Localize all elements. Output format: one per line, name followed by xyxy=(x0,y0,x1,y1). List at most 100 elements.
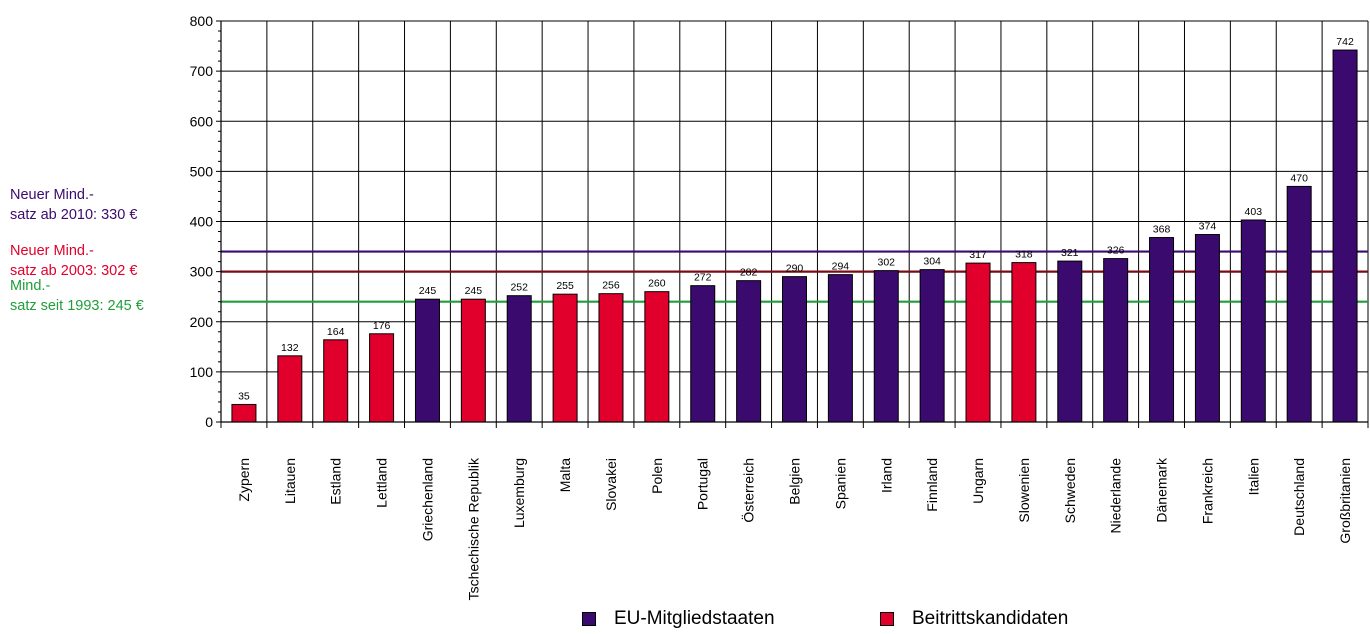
bar-value-label: 176 xyxy=(373,320,391,332)
bar-14 xyxy=(873,270,899,423)
bar-16 xyxy=(965,262,991,423)
bar-0 xyxy=(231,403,257,423)
x-tick-label: Belgien xyxy=(787,458,803,505)
bar-value-label: 260 xyxy=(648,278,666,290)
x-tick-label: Italien xyxy=(1245,458,1261,495)
bar-value-label: 470 xyxy=(1290,172,1308,184)
bar-17 xyxy=(1011,262,1037,423)
x-tick-labels: Zypern Litauen Estland Lettland Griechenland… xyxy=(236,457,1353,600)
bar-18 xyxy=(1057,260,1083,423)
annotation-2003-line2: satz ab 2003: 302 € xyxy=(10,263,138,279)
bar-value-label: 321 xyxy=(1061,247,1079,259)
legend-member-label: EU-Mitgliedstaaten xyxy=(614,608,775,629)
bar-13 xyxy=(827,274,853,423)
y-tick-label: 800 xyxy=(190,13,214,29)
x-tick-label: Niederlande xyxy=(1108,458,1124,534)
legend-member: EU-Mitgliedstaaten xyxy=(582,608,775,630)
y-tick-label: 300 xyxy=(190,264,214,280)
x-tick-label: Zypern xyxy=(236,458,252,502)
axes: 0 100 200 300 400 500 600 700 800 xyxy=(190,13,1369,430)
annotation-1993-line2: satz seit 1993: 245 € xyxy=(10,298,144,314)
x-tick-label: Finnland xyxy=(924,458,940,512)
bar-value-label: 294 xyxy=(832,261,850,273)
bar-value-label: 164 xyxy=(327,326,345,338)
x-tick-label: Irland xyxy=(878,458,894,493)
x-tick-label: Frankreich xyxy=(1199,458,1215,524)
y-tick-label: 400 xyxy=(190,214,214,230)
annotation-2010-line2: satz ab 2010: 330 € xyxy=(10,207,138,223)
bar-value-label: 368 xyxy=(1153,224,1171,236)
x-tick-label: Luxemburg xyxy=(511,458,527,528)
x-tick-label: Litauen xyxy=(282,458,298,504)
bar-value-label: 326 xyxy=(1107,245,1125,257)
annotation-1993: Mind.- satz seit 1993: 245 € xyxy=(10,276,144,316)
bar-19 xyxy=(1103,258,1129,423)
bar-15 xyxy=(919,269,945,423)
bar-21 xyxy=(1194,234,1220,423)
bar-2 xyxy=(323,339,349,423)
x-tick-label: Großbritanien xyxy=(1337,458,1353,544)
bar-12 xyxy=(782,276,807,423)
bar-3 xyxy=(369,333,395,423)
legend-candidate: Beitrittskandidaten xyxy=(880,608,1068,630)
legend-candidate-swatch xyxy=(880,612,894,626)
x-tick-label: Österreich xyxy=(740,458,757,523)
bar-5 xyxy=(460,298,486,423)
bar-value-label: 304 xyxy=(923,256,941,268)
bar-value-label: 272 xyxy=(694,272,712,284)
bar-23 xyxy=(1286,185,1312,423)
bar-9 xyxy=(644,291,670,423)
x-tick-label: Ungarn xyxy=(970,458,986,504)
x-tick-label: Slowenien xyxy=(1016,458,1032,523)
x-tick-label: Dänemark xyxy=(1154,457,1170,523)
x-tick-label: Tschechische Republik xyxy=(465,457,481,600)
x-tick-label: Malta xyxy=(557,458,573,492)
annotation-2003: Neuer Mind.- satz ab 2003: 302 € xyxy=(10,241,137,281)
bar-6 xyxy=(506,295,532,423)
y-tick-label: 600 xyxy=(190,113,214,129)
x-tick-label: Spanien xyxy=(832,458,848,509)
bar-20 xyxy=(1149,237,1175,423)
bar-value-label: 403 xyxy=(1245,206,1263,218)
bar-value-label: 282 xyxy=(740,267,758,279)
y-tick-label: 0 xyxy=(205,414,213,430)
bar-11 xyxy=(736,280,762,423)
bars xyxy=(231,49,1358,423)
bar-value-label: 290 xyxy=(786,263,804,275)
bar-1 xyxy=(277,355,303,423)
legend-member-swatch xyxy=(582,612,596,626)
x-tick-label: Estland xyxy=(328,458,344,505)
legend-candidate-label: Beitrittskandidaten xyxy=(912,608,1069,629)
x-tick-label: Slovakei xyxy=(603,458,619,511)
bar-value-label: 255 xyxy=(556,280,574,292)
bar-4 xyxy=(414,298,440,423)
x-tick-label: Griechenland xyxy=(419,458,435,541)
bar-value-label: 742 xyxy=(1336,36,1354,48)
bar-value-label: 318 xyxy=(1015,249,1033,261)
bar-value-label: 374 xyxy=(1199,221,1217,233)
bar-value-label: 35 xyxy=(238,390,250,402)
bar-22 xyxy=(1240,219,1266,423)
bar-value-label: 256 xyxy=(602,280,620,292)
x-tick-label: Lettland xyxy=(374,458,390,508)
x-tick-label: Portugal xyxy=(695,458,711,510)
bar-value-label: 132 xyxy=(281,342,299,354)
bar-8 xyxy=(598,293,624,423)
bar-value-label: 302 xyxy=(877,257,895,269)
y-tick-label: 100 xyxy=(190,364,214,380)
bar-10 xyxy=(690,285,716,423)
bar-value-label: 317 xyxy=(969,249,987,261)
grid xyxy=(220,20,1369,422)
y-tick-label: 200 xyxy=(190,314,214,330)
bar-value-label: 245 xyxy=(465,285,483,297)
x-tick-label: Deutschland xyxy=(1291,458,1307,536)
y-tick-label: 500 xyxy=(190,163,214,179)
bar-value-label: 245 xyxy=(419,285,437,297)
annotation-2003-line1: Neuer Mind.- xyxy=(10,243,94,259)
value-labels: 35 132 164 176 245 245 252 255 256 260 272 282 290 29… xyxy=(238,36,1354,402)
y-tick-label: 700 xyxy=(190,63,214,79)
bar-value-label: 252 xyxy=(510,282,528,294)
annotation-2010-line1: Neuer Mind.- xyxy=(10,187,94,203)
bar-7 xyxy=(552,293,578,423)
